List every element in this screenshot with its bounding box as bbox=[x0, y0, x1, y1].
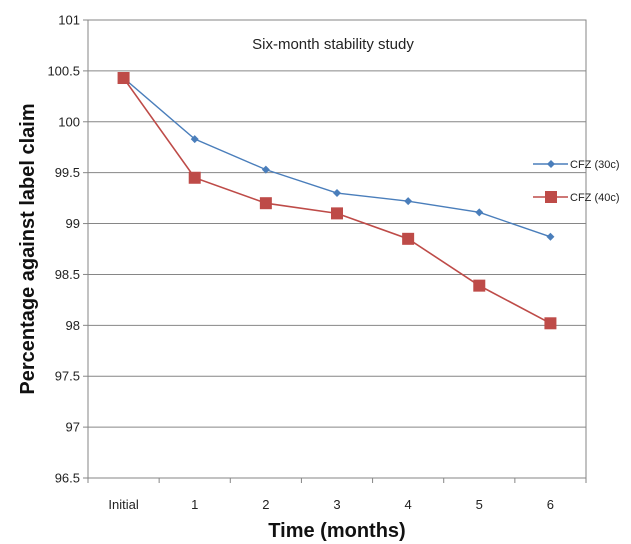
series-lines bbox=[117, 72, 557, 330]
legend-item-2: CFZ (40c) bbox=[533, 191, 620, 204]
data-point-square bbox=[259, 197, 272, 210]
data-point-square bbox=[473, 279, 486, 292]
series-2 bbox=[117, 72, 557, 330]
x-tick-label: 6 bbox=[547, 497, 554, 512]
data-point-diamond bbox=[261, 165, 270, 174]
data-point-square bbox=[188, 171, 201, 184]
data-point-square bbox=[117, 72, 130, 85]
legend-item-1: CFZ (30c) bbox=[533, 159, 620, 171]
data-point-diamond bbox=[333, 189, 341, 198]
y-axis-tick-labels: 96.5 97 97.5 98 98.5 99 99.5 100 100.5 101 bbox=[47, 13, 80, 486]
chart-annotation: Six-month stability study bbox=[252, 36, 414, 53]
legend-marker-diamond bbox=[547, 160, 555, 168]
x-tick-label: 3 bbox=[333, 497, 340, 512]
data-point-diamond bbox=[546, 232, 555, 241]
legend-marker-square bbox=[545, 191, 557, 203]
x-axis-title: Time (months) bbox=[268, 520, 405, 542]
plot-area-frame bbox=[87, 19, 587, 479]
y-tick-label: 101 bbox=[58, 13, 80, 28]
x-tick-label: 5 bbox=[476, 497, 483, 512]
x-tick-label: 2 bbox=[262, 497, 269, 512]
y-axis-title: Percentage against label claim bbox=[17, 103, 39, 394]
y-tick-label: 99 bbox=[66, 216, 80, 231]
legend-label: CFZ (40c) bbox=[570, 192, 620, 204]
gridlines bbox=[83, 19, 587, 483]
data-point-square bbox=[331, 207, 343, 220]
y-tick-label: 100 bbox=[58, 114, 80, 129]
series-line bbox=[122, 77, 551, 325]
x-tick-label: 1 bbox=[191, 497, 198, 512]
x-tick-label: 4 bbox=[405, 497, 412, 512]
legend: CFZ (30c) CFZ (40c) bbox=[533, 159, 620, 204]
y-tick-label: 97.5 bbox=[55, 369, 80, 384]
data-point-square bbox=[402, 232, 415, 245]
x-tick-label: Initial bbox=[108, 497, 138, 512]
y-tick-label: 100.5 bbox=[47, 63, 80, 78]
y-tick-label: 96.5 bbox=[55, 471, 80, 486]
x-axis-tick-labels: Initial 1 2 3 4 5 6 bbox=[108, 497, 554, 512]
y-tick-label: 99.5 bbox=[55, 165, 80, 180]
data-point-diamond bbox=[190, 135, 199, 144]
data-point-diamond bbox=[404, 197, 413, 206]
y-tick-label: 97 bbox=[66, 420, 80, 435]
legend-label: CFZ (30c) bbox=[570, 159, 620, 171]
data-point-diamond bbox=[475, 208, 484, 217]
y-tick-label: 98.5 bbox=[55, 267, 80, 282]
data-point-square bbox=[544, 317, 557, 330]
y-tick-label: 98 bbox=[66, 318, 80, 333]
